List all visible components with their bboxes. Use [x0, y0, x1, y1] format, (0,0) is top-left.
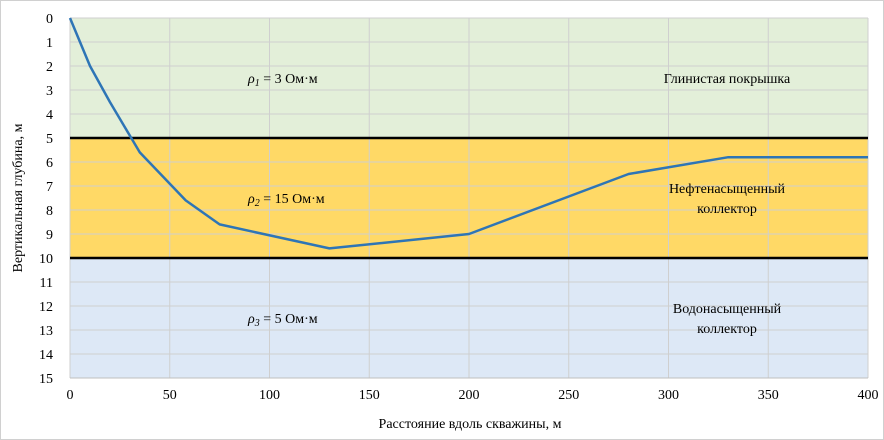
y-tick-label: 11 [40, 276, 53, 291]
y-tick-label: 7 [46, 180, 53, 195]
series-line-1 [68, 17, 868, 250]
boundaries-group [70, 136, 868, 260]
x-tick-label: 200 [459, 388, 480, 403]
y-tick-label: 15 [39, 372, 53, 387]
y-tick-label: 1 [46, 36, 53, 51]
x-tick-label: 400 [858, 388, 879, 403]
resistivity-label-1: ρ1 = 3 Ом·м [247, 72, 318, 89]
resistivity-label-3: ρ3 = 5 Ом·м [247, 312, 318, 329]
layer-name-2: коллектор [697, 202, 757, 217]
series-group [68, 17, 868, 250]
x-ticks-group: 0 50 100 150 200 250 300 350 400 [67, 388, 879, 403]
x-tick-label: 350 [758, 388, 779, 403]
y-tick-label: 9 [46, 228, 53, 243]
y-tick-label: 5 [46, 132, 53, 147]
x-tick-label: 100 [259, 388, 280, 403]
y-tick-label: 6 [46, 156, 53, 171]
y-tick-label: 14 [39, 348, 53, 363]
x-tick-label: 300 [658, 388, 679, 403]
layer-name-1: Глинистая покрышка [664, 72, 791, 87]
y-axis-label: Вертикальная глубина, м [11, 123, 26, 272]
layer-name-3: коллектор [697, 322, 757, 337]
x-axis-label: Расстояние вдоль скважины, м [379, 417, 562, 432]
x-tick-label: 150 [359, 388, 380, 403]
annotations-group: ρ1 = 3 Ом·м Глинистая покрышка ρ2 = 15 Ом·… [247, 72, 791, 337]
y-tick-label: 4 [46, 108, 53, 123]
x-tick-label: 250 [558, 388, 579, 403]
x-tick-label: 0 [67, 388, 74, 403]
x-tick-label: 50 [163, 388, 177, 403]
y-tick-label: 3 [46, 84, 53, 99]
layer-name-3: Водонасыщенный [673, 302, 782, 317]
y-tick-label: 8 [46, 204, 53, 219]
layer-name-2: Нефтенасыщенный [669, 182, 786, 197]
y-tick-label: 12 [39, 300, 53, 315]
grid-group [69, 17, 869, 379]
y-tick-label: 10 [39, 252, 53, 267]
resistivity-label-2: ρ2 = 15 Ом·м [247, 192, 325, 209]
y-tick-label: 13 [39, 324, 53, 339]
y-tick-label: 0 [46, 12, 53, 27]
y-tick-label: 2 [46, 60, 53, 75]
